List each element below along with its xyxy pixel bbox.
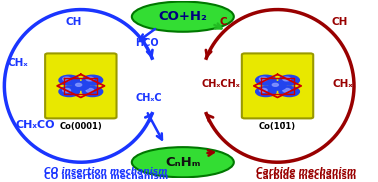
Circle shape [256, 75, 276, 85]
Text: Co(0001): Co(0001) [59, 122, 102, 131]
Circle shape [283, 88, 291, 92]
Ellipse shape [132, 147, 234, 177]
FancyBboxPatch shape [45, 53, 116, 118]
Text: CHₓ: CHₓ [333, 79, 353, 89]
Circle shape [256, 87, 276, 97]
Circle shape [283, 77, 291, 81]
Text: CHₓ: CHₓ [8, 58, 29, 68]
Circle shape [59, 87, 79, 97]
Circle shape [82, 87, 103, 97]
Text: CO+H₂: CO+H₂ [158, 10, 207, 23]
Text: Carbide mechanism: Carbide mechanism [256, 172, 356, 181]
Circle shape [59, 75, 79, 85]
Ellipse shape [132, 2, 234, 32]
Text: C: C [219, 17, 227, 27]
Circle shape [279, 87, 299, 97]
Circle shape [82, 75, 103, 85]
Circle shape [63, 88, 71, 92]
Circle shape [279, 75, 299, 85]
Text: CH: CH [331, 17, 348, 27]
Circle shape [259, 88, 267, 92]
Circle shape [63, 77, 71, 81]
Text: HCO: HCO [135, 38, 159, 48]
Circle shape [86, 77, 94, 81]
Circle shape [86, 88, 94, 92]
Text: CHₓCHₓ: CHₓCHₓ [201, 79, 240, 89]
Text: CₙHₘ: CₙHₘ [165, 156, 201, 169]
Circle shape [72, 82, 90, 90]
Circle shape [272, 83, 278, 86]
Circle shape [269, 82, 286, 90]
FancyBboxPatch shape [242, 53, 313, 118]
Text: CHₓC: CHₓC [135, 93, 162, 103]
Text: CH: CH [65, 17, 82, 27]
Circle shape [259, 77, 267, 81]
Circle shape [76, 83, 82, 86]
Text: Co(10̄1): Co(10̄1) [259, 122, 296, 131]
Text: Carbide mechanism: Carbide mechanism [256, 167, 356, 176]
Text: CO insertion mechanism: CO insertion mechanism [44, 172, 169, 181]
Text: CHₓCO: CHₓCO [15, 120, 55, 130]
Text: CO insertion mechanism: CO insertion mechanism [44, 167, 168, 176]
